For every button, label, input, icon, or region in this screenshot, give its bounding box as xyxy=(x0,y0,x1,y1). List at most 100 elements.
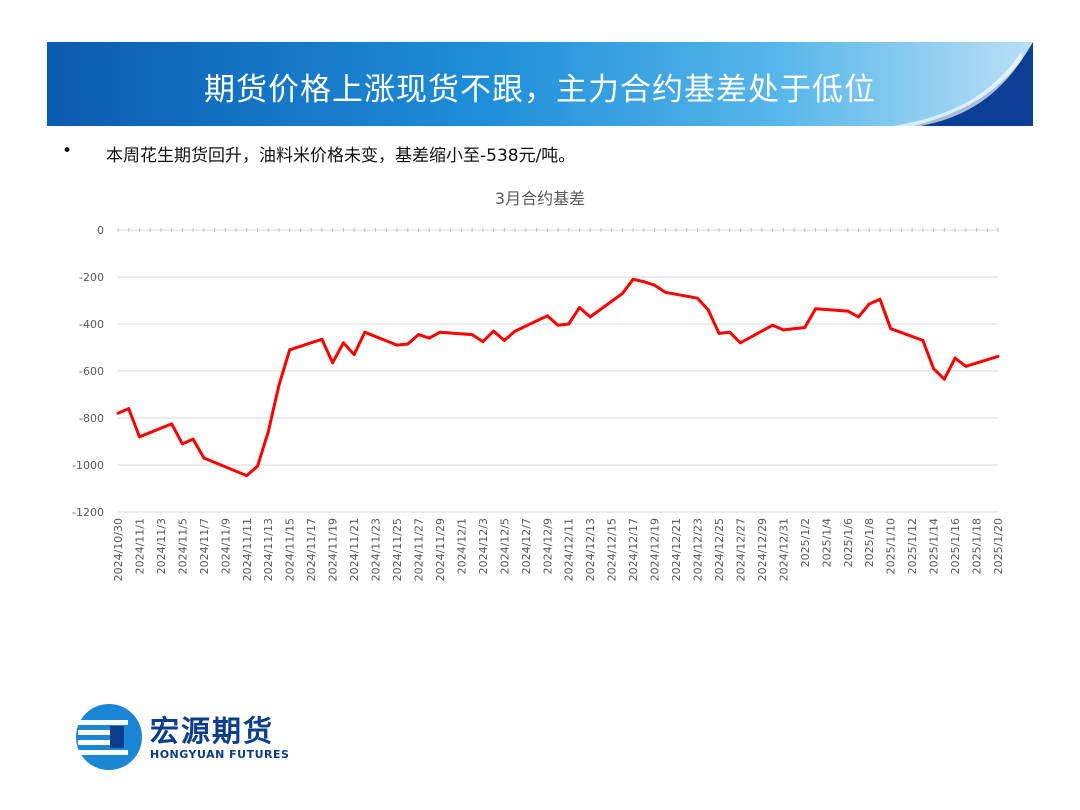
x-tick-label: 2024/11/11 xyxy=(241,518,254,581)
data-point xyxy=(492,329,496,333)
data-point xyxy=(502,339,506,342)
data-point xyxy=(352,353,356,356)
x-tick-label: 2024/12/5 xyxy=(498,518,511,574)
data-point xyxy=(996,355,1000,358)
data-point xyxy=(395,343,399,347)
banner-swoosh xyxy=(893,42,1033,126)
y-tick-label: -600 xyxy=(79,365,104,378)
y-tick-label: -800 xyxy=(79,412,104,425)
x-axis: 2024/10/30 2024/11/1 2024/11/3 2024/11/5 202… xyxy=(112,228,1005,581)
logo-name-en: HONGYUAN FUTURES xyxy=(150,748,290,761)
data-point xyxy=(653,283,656,287)
logo-name-cn: 宏源期货 xyxy=(150,714,275,748)
title-banner: 期货价格上涨现货不跟，主力合约基差处于低位 xyxy=(47,42,1033,126)
data-point xyxy=(266,430,270,434)
data-point xyxy=(696,296,699,300)
data-point xyxy=(867,302,871,306)
x-tick-label: 2024/11/1 xyxy=(133,518,146,574)
x-tick-label: 2024/11/29 xyxy=(434,518,447,581)
data-point xyxy=(932,367,936,371)
data-point xyxy=(256,464,259,468)
data-point xyxy=(781,328,785,332)
series xyxy=(116,277,1000,478)
x-tick-label: 2024/11/23 xyxy=(370,518,383,581)
data-point xyxy=(138,435,141,439)
x-tick-label: 2024/11/19 xyxy=(327,518,340,581)
x-tick-label: 2024/12/31 xyxy=(777,518,790,581)
x-tick-label: 2025/1/10 xyxy=(885,518,898,574)
data-point xyxy=(191,437,195,441)
x-tick-label: 2024/11/27 xyxy=(412,518,425,581)
data-point xyxy=(513,329,517,333)
x-tick-label: 2025/1/16 xyxy=(949,518,962,574)
data-point xyxy=(728,330,732,334)
data-point xyxy=(470,333,474,336)
data-point xyxy=(964,364,968,368)
data-point xyxy=(170,422,174,426)
y-tick-label: -400 xyxy=(79,318,104,331)
logo-emblem-icon xyxy=(76,704,142,770)
data-point xyxy=(620,292,624,295)
x-tick-label: 2024/11/7 xyxy=(198,518,211,574)
x-tick-label: 2025/1/8 xyxy=(863,518,876,567)
data-point xyxy=(180,442,184,446)
x-tick-label: 2024/12/21 xyxy=(670,518,683,581)
basis-line-chart: 3月合约基差 0 -200 -400 -600 -800 -1000 -1200 2024/… xyxy=(72,189,1005,581)
x-tick-label: 2024/12/19 xyxy=(649,518,662,581)
bullet-marker: • xyxy=(62,141,73,161)
data-point xyxy=(556,323,560,327)
data-point xyxy=(878,297,882,301)
data-point xyxy=(438,330,442,334)
gridlines xyxy=(118,229,998,513)
data-point xyxy=(427,336,431,340)
data-point xyxy=(320,337,324,341)
x-tick-label: 2025/1/18 xyxy=(971,518,984,574)
x-tick-label: 2024/12/23 xyxy=(692,518,705,581)
y-tick-label: -200 xyxy=(79,271,104,284)
x-tick-label: 2024/12/15 xyxy=(606,518,619,581)
data-point xyxy=(545,314,549,318)
y-axis: 0 -200 -400 -600 -800 -1000 -1200 xyxy=(72,224,104,519)
data-point xyxy=(202,456,206,460)
x-tick-label: 2025/1/6 xyxy=(842,518,855,567)
x-tick-label: 2024/11/15 xyxy=(284,518,297,581)
x-tick-label: 2024/11/5 xyxy=(176,518,189,574)
data-point xyxy=(578,306,581,309)
data-point xyxy=(127,407,131,410)
x-tick-label: 2024/12/7 xyxy=(520,518,533,574)
x-tick-label: 2024/12/27 xyxy=(734,518,747,581)
x-tick-label: 2024/12/3 xyxy=(477,518,490,574)
series-line xyxy=(117,277,999,478)
bullet-text: 本周花生期货回升，油料米价格未变，基差缩小至-538元/吨。 xyxy=(106,146,576,166)
x-tick-label: 2024/12/9 xyxy=(541,518,554,574)
x-tick-label: 2024/12/13 xyxy=(584,518,597,581)
x-tick-label: 2024/11/17 xyxy=(305,518,318,581)
chart-title: 3月合约基差 xyxy=(495,189,585,208)
x-tick-label: 2024/11/3 xyxy=(155,518,168,574)
data-point xyxy=(717,332,721,335)
data-point xyxy=(857,315,860,319)
x-tick-label: 2024/10/30 xyxy=(112,518,125,581)
data-point xyxy=(642,280,646,284)
x-tick-label: 2025/1/20 xyxy=(992,518,1005,574)
data-point xyxy=(277,383,281,387)
x-tick-label: 2024/11/25 xyxy=(391,518,404,581)
data-point xyxy=(706,308,710,312)
page-title: 期货价格上涨现货不跟，主力合约基差处于低位 xyxy=(204,72,876,108)
data-point xyxy=(588,315,592,319)
data-point xyxy=(663,290,667,294)
x-tick-label: 2025/1/2 xyxy=(799,518,812,567)
data-point xyxy=(331,361,335,365)
data-point xyxy=(803,326,807,329)
data-point xyxy=(889,327,893,331)
data-point xyxy=(288,348,292,352)
data-point xyxy=(953,356,957,360)
x-tick-label: 2024/12/25 xyxy=(713,518,726,581)
data-point xyxy=(771,323,775,327)
x-tick-label: 2025/1/14 xyxy=(928,518,941,574)
data-point xyxy=(116,411,120,415)
x-tick-label: 2024/12/11 xyxy=(563,518,576,581)
y-tick-label: 0 xyxy=(97,224,104,237)
x-tick-label: 2024/11/13 xyxy=(262,518,275,581)
x-tick-label: 2024/11/9 xyxy=(219,518,232,574)
